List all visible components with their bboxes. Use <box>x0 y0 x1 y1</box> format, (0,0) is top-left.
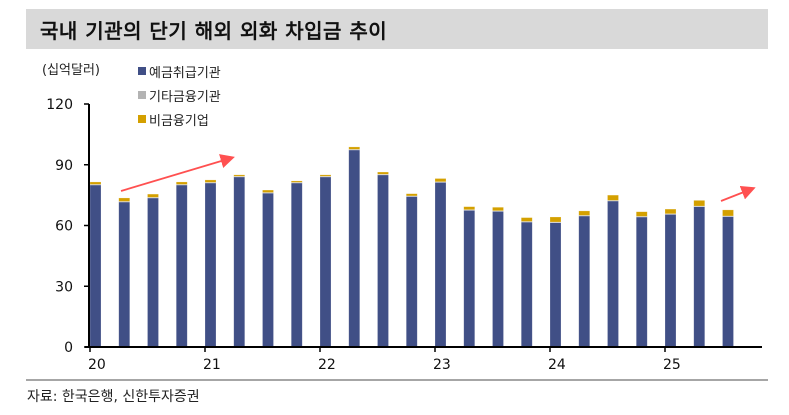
legend-item-other-financial: 기타금융기관 <box>138 83 221 107</box>
bar-segment-deposit <box>635 216 648 348</box>
legend-swatch <box>138 67 146 75</box>
bar-segment-nonfinancial <box>348 146 361 150</box>
bar-segment-nonfinancial <box>290 180 303 183</box>
bar-segment-nonfinancial <box>89 181 102 185</box>
bar-segment-deposit <box>607 200 619 348</box>
bar-segment-other-financial <box>348 149 361 151</box>
bar-segment-nonfinancial <box>262 189 274 193</box>
bar-segment-deposit <box>463 210 476 348</box>
bar-segment-nonfinancial <box>578 210 591 216</box>
bar-segment-nonfinancial <box>549 216 562 223</box>
legend-label: 비금융기업 <box>149 113 209 129</box>
legend-label: 예금취급기관 <box>149 65 221 81</box>
bar-segment-deposit <box>319 176 332 348</box>
trend-arrow <box>120 154 235 192</box>
legend-label: 기타금융기관 <box>149 89 221 105</box>
x-tick-label: 23 <box>433 357 451 373</box>
legend: 예금취급기관 기타금융기관 비금융기업 <box>138 59 221 131</box>
bar-segment-nonfinancial <box>635 211 648 217</box>
legend-swatch <box>138 91 146 99</box>
trend-arrow <box>720 185 756 202</box>
bar-segment-deposit <box>233 176 246 348</box>
bar-segment-deposit <box>377 174 389 348</box>
bar-segment-deposit <box>262 192 274 348</box>
bar-segment-nonfinancial <box>520 217 533 222</box>
bar-segment-deposit <box>693 206 706 348</box>
bar-segment-deposit <box>290 182 303 348</box>
bar-segment-nonfinancial <box>147 193 159 198</box>
bar-segment-deposit <box>405 196 418 348</box>
x-tick-label: 24 <box>548 357 566 373</box>
x-tick-label: 20 <box>88 357 106 373</box>
bar-segment-deposit <box>492 211 504 348</box>
bar-segment-nonfinancial <box>722 209 734 217</box>
bar-segment-other-financial <box>175 184 188 186</box>
bar-segment-nonfinancial <box>377 171 389 175</box>
bar-segment-deposit <box>549 222 562 348</box>
bar-segment-deposit <box>175 184 188 348</box>
source-note: 자료: 한국은행, 신한투자증권 <box>27 389 200 405</box>
bar-segment-deposit <box>147 197 159 348</box>
chart-title: 국내 기관의 단기 해외 외화 차입금 추이 <box>40 19 388 43</box>
bar-segment-nonfinancial <box>319 174 332 177</box>
bar-segment-deposit <box>434 182 447 348</box>
y-tick-label: 30 <box>55 279 73 295</box>
bar-segment-nonfinancial <box>175 181 188 185</box>
bar-segment-deposit <box>664 214 677 348</box>
bar-segment-deposit <box>722 216 734 348</box>
x-tick-label: 25 <box>663 357 681 373</box>
legend-swatch <box>138 115 146 123</box>
bar-segment-deposit <box>204 182 217 348</box>
bar-segment-deposit <box>520 221 533 348</box>
bar-segment-nonfinancial <box>434 178 447 183</box>
bar-segment-nonfinancial <box>204 179 217 183</box>
bar-segment-deposit <box>578 215 591 348</box>
y-axis-unit: (십억달러) <box>42 63 100 78</box>
legend-item-nonfinancial: 비금융기업 <box>138 107 221 131</box>
y-tick-label: 120 <box>46 97 73 113</box>
bar-segment-nonfinancial <box>693 200 706 207</box>
bar-segment-nonfinancial <box>405 193 418 197</box>
bar-segment-nonfinancial <box>664 208 677 215</box>
bar-segment-other-financial <box>377 173 389 176</box>
bar-segment-nonfinancial <box>233 174 246 177</box>
y-tick-label: 90 <box>55 158 73 174</box>
bar-segment-deposit <box>89 184 102 348</box>
bar-segment-deposit <box>348 149 361 348</box>
bar-segment-nonfinancial <box>463 206 476 211</box>
y-tick-label: 0 <box>64 340 73 356</box>
title-bar: 국내 기관의 단기 해외 외화 차입금 추이 <box>26 9 768 49</box>
bar-segment-nonfinancial <box>492 206 504 212</box>
bar-segment-nonfinancial <box>607 194 619 201</box>
y-tick-label: 60 <box>55 219 73 235</box>
legend-item-deposit: 예금취급기관 <box>138 59 221 83</box>
divider <box>26 379 768 381</box>
bar-segment-nonfinancial <box>118 197 131 202</box>
bar-segment-deposit <box>118 201 131 348</box>
x-tick-label: 21 <box>203 357 221 373</box>
x-tick-label: 22 <box>318 357 336 373</box>
